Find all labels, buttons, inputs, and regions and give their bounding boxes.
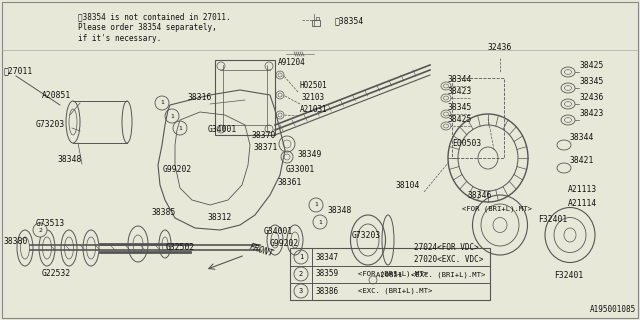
Text: G34001: G34001 [264,227,293,236]
Text: ※27011: ※27011 [4,66,33,75]
Text: 1: 1 [178,125,182,131]
Text: 3: 3 [299,288,303,294]
Text: 38359: 38359 [316,269,339,278]
Text: A195001085: A195001085 [589,305,636,314]
Text: A20851  <EXC. (BRI+L).MT>: A20851 <EXC. (BRI+L).MT> [376,272,485,278]
Circle shape [33,223,47,237]
Text: 1: 1 [170,114,174,118]
Text: 38347: 38347 [316,252,339,261]
Text: FRONT: FRONT [248,243,275,259]
Circle shape [155,96,169,110]
Bar [316,17,319,20]
Text: 38425: 38425 [448,115,472,124]
Text: 38312: 38312 [208,213,232,222]
Text: ※38354: ※38354 [335,16,364,25]
Bar [452,78,504,158]
Text: <EXC. (BRI+L).MT>: <EXC. (BRI+L).MT> [358,288,433,294]
Text: H02501: H02501 [300,81,328,90]
Circle shape [313,215,327,229]
Text: 38348: 38348 [58,155,83,164]
Bar [290,248,490,300]
Text: 38344: 38344 [448,75,472,84]
Text: A91204: A91204 [278,58,306,67]
Text: F32401: F32401 [554,271,583,280]
Text: 38385: 38385 [152,208,177,217]
Circle shape [173,121,187,135]
Text: A21031: A21031 [300,105,328,114]
Text: ‸38354 is not contained in 27011.: ‸38354 is not contained in 27011. [78,12,230,21]
Text: G99202: G99202 [163,165,192,174]
Text: 38370: 38370 [252,131,276,140]
Text: G73203: G73203 [352,231,381,240]
Text: 38423: 38423 [580,109,604,118]
Text: 38345: 38345 [580,77,604,86]
Text: A20851: A20851 [42,91,71,100]
Text: 38104: 38104 [396,181,420,190]
Text: G99202: G99202 [270,239,300,248]
Text: 38348: 38348 [328,206,353,215]
Text: 27024<FOR VDC>: 27024<FOR VDC> [414,243,479,252]
Text: 38345: 38345 [448,103,472,112]
Text: 27020<EXC. VDC>: 27020<EXC. VDC> [414,255,483,264]
Text: 32436: 32436 [580,93,604,102]
Text: 1: 1 [299,254,303,260]
Text: 38386: 38386 [316,286,339,295]
Text: 38316: 38316 [188,93,212,102]
Text: 38361: 38361 [278,178,302,187]
Text: E00503: E00503 [452,139,481,148]
Bar [312,20,320,26]
Text: A21113: A21113 [568,185,597,194]
Text: F32401: F32401 [538,215,567,224]
Text: G33001: G33001 [286,165,316,174]
Text: 38371: 38371 [254,143,278,152]
Text: Please order 38354 separately,: Please order 38354 separately, [78,23,217,32]
Text: 38425: 38425 [580,61,604,70]
Text: 38344: 38344 [570,133,595,142]
Text: G32502: G32502 [166,243,195,252]
Text: 1: 1 [314,203,318,207]
Text: <FOR (BRI+L).MT>: <FOR (BRI+L).MT> [462,205,532,212]
Circle shape [165,109,179,123]
Text: 38423: 38423 [448,87,472,96]
Bar [215,60,275,135]
Text: 32103: 32103 [302,93,325,102]
Text: 38349: 38349 [298,150,323,159]
Text: if it's necessary.: if it's necessary. [78,34,161,43]
Text: G73513: G73513 [36,219,65,228]
Text: <FOR (BRI+L).MT>: <FOR (BRI+L).MT> [358,271,428,277]
Text: 32436: 32436 [488,43,513,52]
Text: 2: 2 [299,271,303,277]
Text: 2: 2 [38,228,42,233]
Text: 38346: 38346 [468,191,492,200]
Text: G22532: G22532 [42,269,71,278]
Text: G34001: G34001 [208,125,237,134]
Text: 1: 1 [160,100,164,106]
Text: G73203: G73203 [36,120,65,129]
Text: A21114: A21114 [568,199,597,208]
Circle shape [309,198,323,212]
Text: 38421: 38421 [570,156,595,165]
Text: 38380: 38380 [4,237,28,246]
Text: 1: 1 [318,220,322,225]
